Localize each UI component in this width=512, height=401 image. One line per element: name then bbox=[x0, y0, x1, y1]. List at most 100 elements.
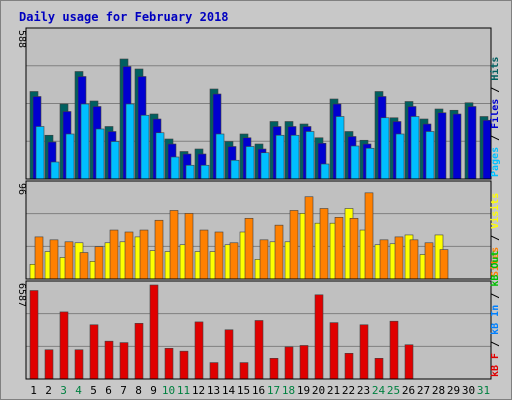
x-tick-label-day-27: 27 bbox=[417, 384, 430, 397]
bar-sites-day-25 bbox=[394, 236, 404, 280]
bar-kb-f-day-26 bbox=[404, 344, 414, 380]
bar-pages-day-10 bbox=[170, 156, 180, 180]
x-tick-label-day-18: 18 bbox=[282, 384, 295, 397]
right-legend-kbytes: kB F / kB In / kB Out bbox=[490, 251, 501, 377]
bar-sites-day-22 bbox=[349, 217, 359, 280]
x-tick-label-day-23: 23 bbox=[357, 384, 370, 397]
x-tick-label-day-9: 9 bbox=[150, 384, 157, 397]
legend-kbout: kB Out bbox=[490, 251, 501, 287]
right-legend-hits-files-pages: Pages / Files / Hits bbox=[489, 57, 501, 177]
bar-pages-day-15 bbox=[245, 146, 255, 180]
x-tick-label-day-22: 22 bbox=[342, 384, 355, 397]
bar-kb-f-day-8 bbox=[134, 323, 144, 380]
x-tick-label-day-21: 21 bbox=[327, 384, 340, 397]
bar-files-day-29 bbox=[452, 113, 462, 180]
bar-kb-f-day-3 bbox=[59, 311, 69, 380]
bar-pages-day-20 bbox=[320, 163, 330, 180]
chart-title: Daily usage for February 2018 bbox=[19, 10, 229, 24]
bar-pages-day-9 bbox=[155, 132, 165, 180]
bar-pages-day-14 bbox=[230, 159, 240, 180]
legend-visits: Visits bbox=[489, 193, 501, 229]
legend-kbin: kB In bbox=[490, 305, 501, 335]
bar-sites-day-11 bbox=[184, 213, 194, 280]
x-tick-label-day-1: 1 bbox=[30, 384, 37, 397]
bar-pages-day-6 bbox=[110, 141, 120, 180]
bar-pages-day-19 bbox=[305, 131, 315, 180]
bar-kb-f-day-11 bbox=[179, 350, 189, 380]
bar-pages-day-13 bbox=[215, 133, 225, 180]
x-tick-label-day-8: 8 bbox=[135, 384, 142, 397]
bar-pages-day-18 bbox=[290, 134, 300, 180]
bar-sites-day-4 bbox=[79, 252, 89, 280]
x-tick-label-day-16: 16 bbox=[252, 384, 265, 397]
bar-pages-day-8 bbox=[140, 114, 150, 180]
x-tick-label-day-14: 14 bbox=[222, 384, 236, 397]
bar-pages-day-11 bbox=[185, 164, 195, 180]
bar-kb-f-day-17 bbox=[269, 358, 279, 380]
bar-sites-day-8 bbox=[139, 229, 149, 280]
legend-separator: / bbox=[490, 287, 501, 305]
legend-separator: / bbox=[490, 335, 501, 353]
panel-kbytes: 6587 bbox=[16, 280, 492, 380]
bar-sites-day-17 bbox=[274, 224, 284, 280]
bar-kb-f-day-2 bbox=[44, 349, 54, 380]
bar-kb-f-day-20 bbox=[314, 294, 324, 380]
bar-kb-f-day-13 bbox=[209, 362, 219, 380]
bar-pages-day-1 bbox=[35, 126, 45, 180]
bar-sites-day-23 bbox=[364, 192, 374, 280]
right-legend-visits-sites: Sites / Visits bbox=[489, 193, 501, 277]
x-tick-label-day-4: 4 bbox=[75, 384, 82, 397]
legend-sites: Sites bbox=[489, 247, 501, 277]
y-max-label: 96 bbox=[16, 183, 27, 195]
bar-kb-f-day-24 bbox=[374, 358, 384, 380]
x-tick-label-day-3: 3 bbox=[60, 384, 67, 397]
x-tick-label-day-7: 7 bbox=[120, 384, 127, 397]
x-tick-label-day-12: 12 bbox=[192, 384, 205, 397]
bar-sites-day-16 bbox=[259, 239, 269, 280]
bar-kb-f-day-18 bbox=[284, 346, 294, 380]
x-tick-label-day-10: 10 bbox=[162, 384, 175, 397]
x-tick-label-day-15: 15 bbox=[237, 384, 250, 397]
bar-pages-day-22 bbox=[350, 145, 360, 180]
bar-sites-day-24 bbox=[379, 239, 389, 280]
bar-pages-day-23 bbox=[365, 147, 375, 180]
x-tick-label-day-13: 13 bbox=[207, 384, 220, 397]
legend-separator: / bbox=[490, 129, 501, 147]
bar-kb-f-day-4 bbox=[74, 349, 84, 380]
bar-pages-day-5 bbox=[95, 128, 105, 180]
bar-pages-day-26 bbox=[410, 116, 420, 180]
bar-kb-f-day-22 bbox=[344, 353, 354, 380]
bar-sites-day-2 bbox=[49, 239, 59, 280]
bar-sites-day-5 bbox=[94, 246, 104, 280]
bar-kb-f-day-15 bbox=[239, 362, 249, 380]
x-tick-label-day-26: 26 bbox=[402, 384, 415, 397]
bar-sites-day-18 bbox=[289, 210, 299, 280]
x-tick-label-day-6: 6 bbox=[105, 384, 112, 397]
bar-sites-day-1 bbox=[34, 236, 44, 280]
x-tick-label-day-17: 17 bbox=[267, 384, 280, 397]
bar-pages-day-25 bbox=[395, 133, 405, 180]
bar-kb-f-day-10 bbox=[164, 348, 174, 380]
x-tick-label-day-29: 29 bbox=[447, 384, 460, 397]
bar-sites-day-10 bbox=[169, 210, 179, 280]
x-tick-label-day-31: 31 bbox=[477, 384, 490, 397]
bar-pages-day-12 bbox=[200, 164, 210, 180]
legend-hits: Hits bbox=[489, 57, 501, 81]
bar-sites-day-15 bbox=[244, 217, 254, 280]
bar-files-day-28 bbox=[437, 112, 447, 180]
legend-kbf: kB F bbox=[490, 353, 501, 377]
bar-kb-f-day-14 bbox=[224, 329, 234, 380]
panel-visits-sites: 96 bbox=[16, 180, 492, 280]
bar-sites-day-27 bbox=[424, 242, 434, 280]
legend-pages: Pages bbox=[490, 147, 501, 177]
bar-sites-day-14 bbox=[229, 242, 239, 280]
bar-sites-day-13 bbox=[214, 231, 224, 280]
bar-kb-f-day-6 bbox=[104, 340, 114, 380]
bar-sites-day-20 bbox=[319, 208, 329, 280]
x-tick-label-day-24: 24 bbox=[372, 384, 386, 397]
bar-kb-f-day-12 bbox=[194, 321, 204, 380]
panel-border bbox=[25, 280, 492, 380]
x-tick-label-day-28: 28 bbox=[432, 384, 445, 397]
